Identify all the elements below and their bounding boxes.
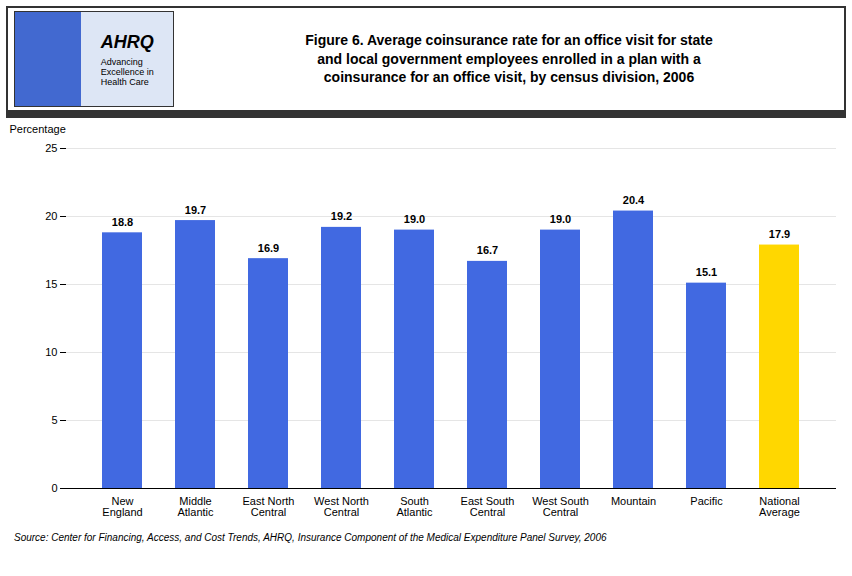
svg-text:19.7: 19.7 (185, 204, 206, 216)
html-text:Figure 6. Average coinsurance: Figure 6. Average coinsurance rate for a… (305, 31, 713, 86)
svg-text:19.0: 19.0 (404, 213, 425, 225)
svg-text:Mountain: Mountain (611, 495, 656, 507)
svg-text:East SouthCentral: East SouthCentral (461, 495, 515, 518)
svg-text:18.8: 18.8 (112, 216, 133, 228)
svg-text:17.9: 17.9 (769, 228, 790, 240)
svg-text:25: 25 (45, 142, 57, 154)
svg-text:16.9: 16.9 (258, 242, 279, 254)
svg-text:SouthAtlantic: SouthAtlantic (396, 495, 433, 518)
svg-text:East NorthCentral: East NorthCentral (243, 495, 295, 518)
svg-text:West SouthCentral: West SouthCentral (532, 495, 589, 518)
svg-text:15: 15 (45, 278, 57, 290)
svg-text:19.2: 19.2 (331, 210, 352, 222)
svg-text:MiddleAtlantic: MiddleAtlantic (177, 495, 214, 518)
svg-text:10: 10 (45, 346, 57, 358)
svg-text:0: 0 (51, 482, 57, 494)
html-text:Advancing Excellence in Health: Advancing Excellence in Health Care (100, 56, 154, 87)
svg-text:20: 20 (45, 210, 57, 222)
svg-text:NationalAverage: NationalAverage (759, 495, 800, 518)
svg-text:Percentage: Percentage (10, 123, 66, 135)
svg-text:West NorthCentral: West NorthCentral (314, 495, 369, 518)
svg-text:5: 5 (51, 414, 57, 426)
svg-text:Pacific: Pacific (690, 495, 723, 507)
svg-text:20.4: 20.4 (623, 194, 645, 206)
svg-text:15.1: 15.1 (696, 266, 717, 278)
svg-text:19.0: 19.0 (550, 213, 571, 225)
html-text:AHRQ: AHRQ (100, 31, 154, 52)
html-text:Source: Center for Financing,: Source: Center for Financing, Access, an… (14, 532, 607, 543)
svg-text:NewEngland: NewEngland (102, 495, 142, 518)
svg-text:16.7: 16.7 (477, 244, 498, 256)
